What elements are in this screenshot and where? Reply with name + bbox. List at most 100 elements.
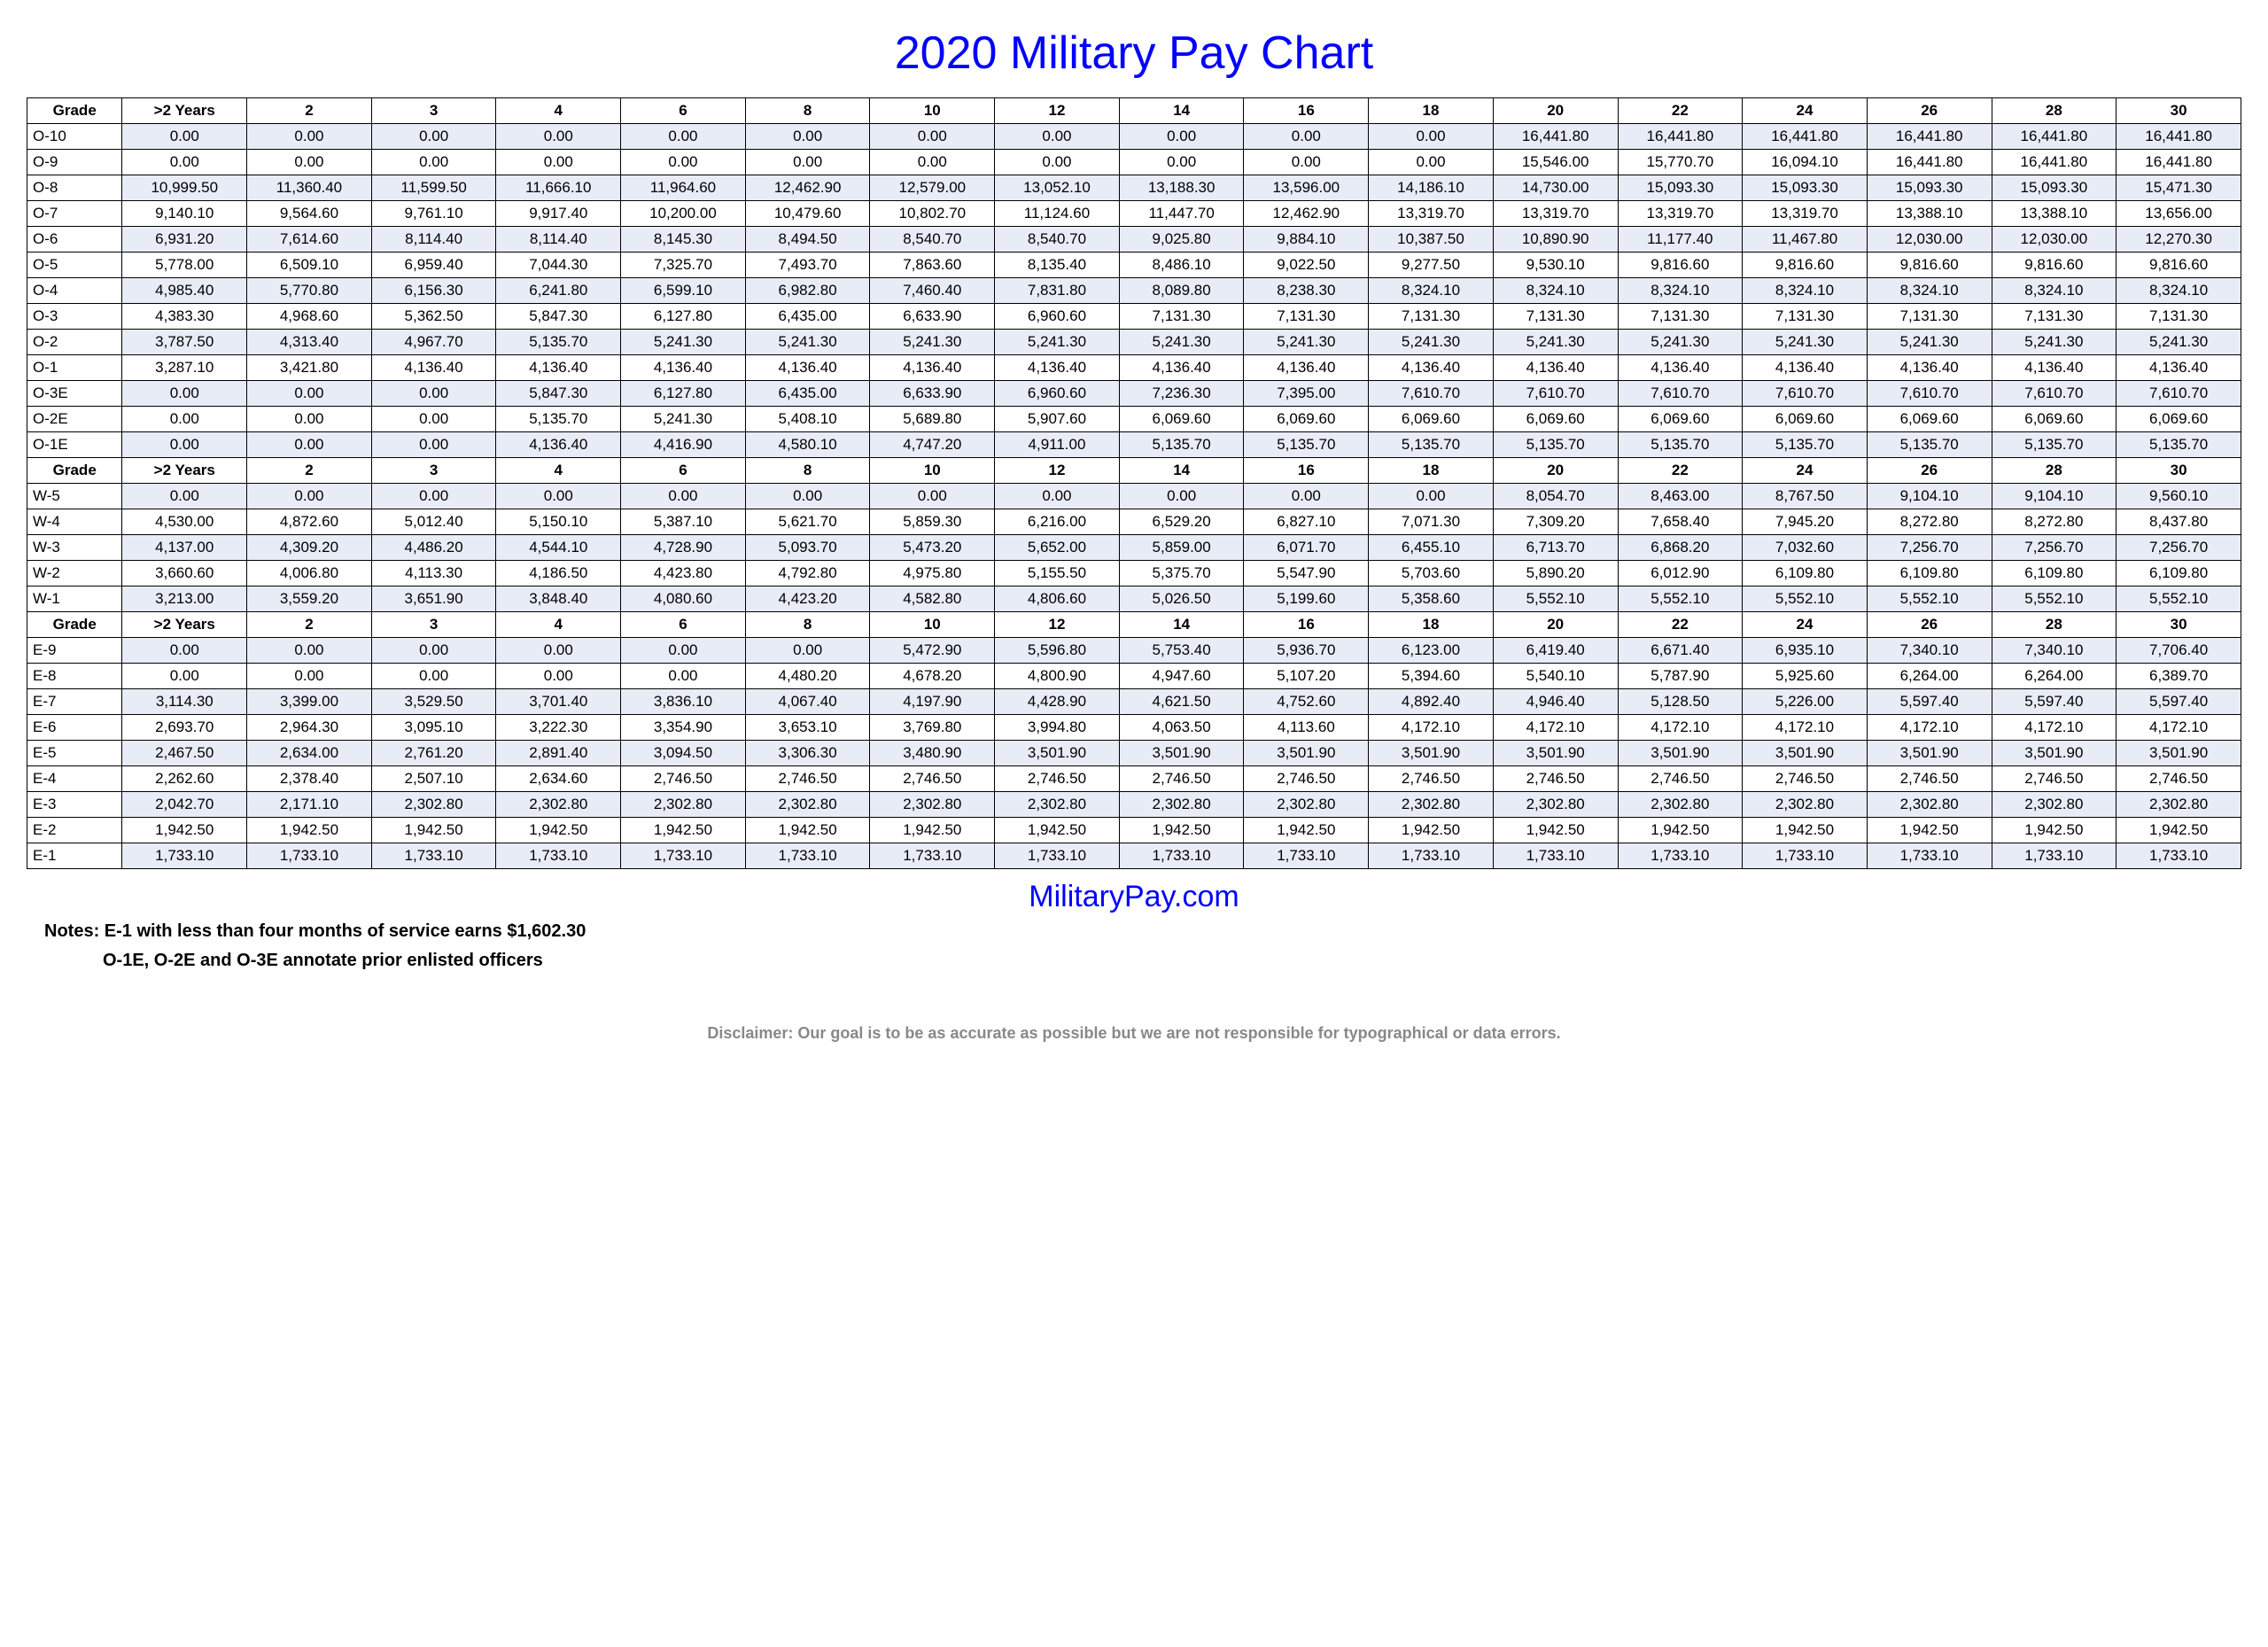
pay-cell: 2,302.80 (870, 792, 995, 818)
table-header-cell: 10 (870, 98, 995, 124)
pay-cell: 0.00 (870, 484, 995, 509)
table-header-cell: Grade (27, 98, 122, 124)
pay-cell: 13,319.70 (1743, 201, 1868, 227)
pay-cell: 5,093.70 (745, 535, 870, 561)
pay-cell: 2,302.80 (496, 792, 621, 818)
pay-cell: 11,447.70 (1119, 201, 1244, 227)
pay-cell: 3,836.10 (621, 689, 746, 715)
pay-cell: 5,241.30 (1369, 330, 1494, 355)
pay-cell: 6,455.10 (1369, 535, 1494, 561)
table-header-cell: 24 (1743, 458, 1868, 484)
pay-cell: 6,069.60 (1244, 407, 1369, 432)
table-header-cell: 8 (745, 612, 870, 638)
pay-cell: 2,302.80 (1743, 792, 1868, 818)
pay-cell: 2,302.80 (1618, 792, 1743, 818)
grade-cell: E-2 (27, 818, 122, 843)
pay-cell: 2,761.20 (371, 741, 496, 766)
pay-cell: 0.00 (870, 124, 995, 150)
pay-cell: 16,441.80 (1493, 124, 1618, 150)
pay-cell: 9,140.10 (122, 201, 247, 227)
pay-cell: 8,054.70 (1493, 484, 1618, 509)
pay-cell: 0.00 (621, 664, 746, 689)
pay-cell: 5,135.70 (1867, 432, 1992, 458)
pay-cell: 8,767.50 (1743, 484, 1868, 509)
pay-cell: 2,746.50 (745, 766, 870, 792)
pay-cell: 4,428.90 (995, 689, 1120, 715)
pay-cell: 2,302.80 (1119, 792, 1244, 818)
pay-cell: 2,746.50 (995, 766, 1120, 792)
table-row: E-90.000.000.000.000.000.005,472.905,596… (27, 638, 2241, 664)
pay-cell: 4,186.50 (496, 561, 621, 587)
pay-cell: 9,761.10 (371, 201, 496, 227)
pay-cell: 7,340.10 (1867, 638, 1992, 664)
pay-cell: 7,044.30 (496, 252, 621, 278)
grade-cell: W-4 (27, 509, 122, 535)
pay-cell: 8,324.10 (1743, 278, 1868, 304)
pay-cell: 5,703.60 (1369, 561, 1494, 587)
pay-cell: 5,753.40 (1119, 638, 1244, 664)
pay-cell: 8,135.40 (995, 252, 1120, 278)
pay-cell: 10,479.60 (745, 201, 870, 227)
pay-cell: 8,540.70 (870, 227, 995, 252)
pay-cell: 11,666.10 (496, 175, 621, 201)
pay-cell: 4,136.40 (621, 355, 746, 381)
pay-cell: 3,660.60 (122, 561, 247, 587)
pay-cell: 5,787.90 (1618, 664, 1743, 689)
pay-cell: 7,658.40 (1618, 509, 1743, 535)
pay-cell: 0.00 (371, 638, 496, 664)
pay-cell: 6,127.80 (621, 304, 746, 330)
notes-line2: O-1E, O-2E and O-3E annotate prior enlis… (103, 951, 2241, 971)
table-header-cell: 4 (496, 458, 621, 484)
pay-cell: 1,733.10 (247, 843, 372, 869)
pay-cell: 7,032.60 (1743, 535, 1868, 561)
source-link: MilitaryPay.com (27, 880, 2241, 914)
table-row: E-42,262.602,378.402,507.102,634.602,746… (27, 766, 2241, 792)
pay-cell: 1,942.50 (745, 818, 870, 843)
pay-cell: 6,960.60 (995, 381, 1120, 407)
table-row: E-52,467.502,634.002,761.202,891.403,094… (27, 741, 2241, 766)
pay-cell: 7,131.30 (1743, 304, 1868, 330)
pay-cell: 4,383.30 (122, 304, 247, 330)
grade-cell: O-3E (27, 381, 122, 407)
pay-cell: 4,136.40 (1244, 355, 1369, 381)
pay-cell: 1,733.10 (870, 843, 995, 869)
pay-cell: 4,747.20 (870, 432, 995, 458)
pay-cell: 7,236.30 (1119, 381, 1244, 407)
pay-cell: 6,069.60 (1119, 407, 1244, 432)
pay-cell: 7,945.20 (1743, 509, 1868, 535)
pay-cell: 3,501.90 (1369, 741, 1494, 766)
pay-cell: 16,441.80 (1992, 150, 2117, 175)
table-header-cell: 8 (745, 98, 870, 124)
pay-cell: 9,816.60 (1867, 252, 1992, 278)
table-header-cell: Grade (27, 612, 122, 638)
pay-cell: 3,306.30 (745, 741, 870, 766)
pay-cell: 8,324.10 (1992, 278, 2117, 304)
pay-cell: 2,378.40 (247, 766, 372, 792)
table-header-cell: 18 (1369, 98, 1494, 124)
pay-cell: 16,094.10 (1743, 150, 1868, 175)
pay-cell: 9,530.10 (1493, 252, 1618, 278)
pay-cell: 0.00 (496, 638, 621, 664)
table-header-cell: 10 (870, 458, 995, 484)
pay-cell: 1,733.10 (1244, 843, 1369, 869)
table-header-cell: 28 (1992, 612, 2117, 638)
grade-cell: O-1 (27, 355, 122, 381)
pay-cell: 1,733.10 (1743, 843, 1868, 869)
grade-cell: W-2 (27, 561, 122, 587)
pay-cell: 9,025.80 (1119, 227, 1244, 252)
pay-cell: 4,544.10 (496, 535, 621, 561)
table-header-cell: 14 (1119, 98, 1244, 124)
pay-cell: 6,127.80 (621, 381, 746, 407)
pay-cell: 6,959.40 (371, 252, 496, 278)
pay-cell: 5,135.70 (1369, 432, 1494, 458)
pay-cell: 3,287.10 (122, 355, 247, 381)
pay-cell: 5,597.40 (2117, 689, 2241, 715)
pay-cell: 5,241.30 (1493, 330, 1618, 355)
pay-cell: 7,131.30 (1867, 304, 1992, 330)
pay-cell: 7,610.70 (1369, 381, 1494, 407)
pay-cell: 2,302.80 (1244, 792, 1369, 818)
pay-cell: 5,135.70 (1119, 432, 1244, 458)
pay-cell: 0.00 (247, 664, 372, 689)
pay-cell: 4,968.60 (247, 304, 372, 330)
pay-cell: 6,071.70 (1244, 535, 1369, 561)
